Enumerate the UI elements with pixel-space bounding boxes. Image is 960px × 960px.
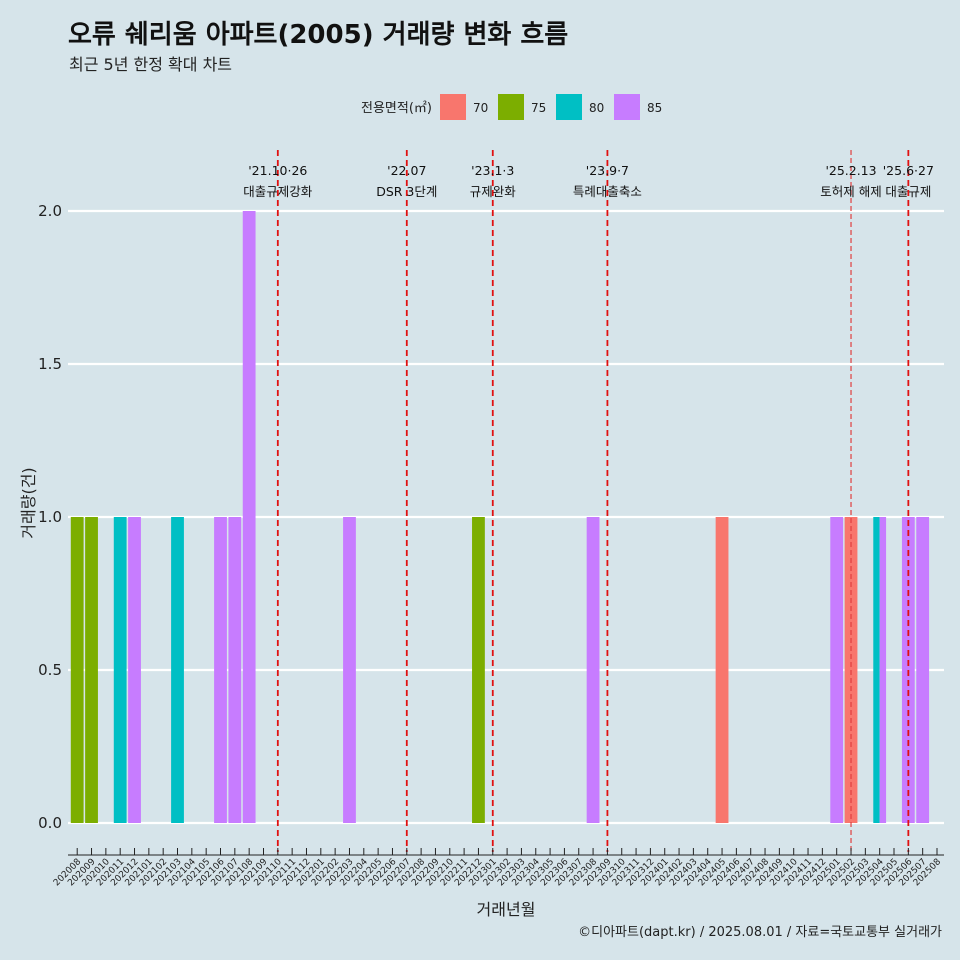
event-label: 대출규제강화 [243,184,313,199]
legend-swatch [614,94,640,120]
legend-label: 70 [473,101,488,115]
legend-label: 80 [589,101,604,115]
event-date: '25.2.13 [825,163,876,178]
event-date: '25.6·27 [883,163,934,178]
event-label: DSR 3단계 [376,184,437,199]
bar [472,517,485,823]
bar [830,517,844,823]
bar [70,517,84,823]
x-axis: 2020082020092020102020112020122021012021… [52,848,944,888]
event-label: 대출규제 [885,184,931,199]
event-lines: '21.10·26 대출규제강화 '22.07 DSR 3단계 '23.1·3 규제완화 '… [243,150,934,852]
legend-swatch [556,94,582,120]
bar [916,517,930,823]
event-date: '21.10·26 [248,163,307,178]
y-axis-title: 거래량(건) [19,467,38,538]
x-axis-title: 거래년월 [477,900,536,919]
event-label: 특례대출축소 [573,184,642,199]
caption: ©디아파트(dapt.kr) / 2025.08.01 / 자료=국토교통부 실… [578,925,942,940]
legend-label: 85 [647,101,662,115]
bar [113,517,127,823]
bar [228,517,242,823]
bar [214,517,227,823]
y-tick-label: 0.0 [38,814,62,832]
bar [873,517,880,823]
bar [586,517,600,823]
legend-swatch [440,94,466,120]
event-date: '22.07 [387,163,426,178]
legend-label: 75 [531,101,546,115]
y-tick-label: 1.5 [38,355,62,373]
chart-title: 오류 쉐리움 아파트(2005) 거래량 변화 흐름 [68,20,568,50]
bar [343,517,356,823]
bar [171,517,184,823]
event-date: '23.1·3 [471,163,514,178]
y-axis: 0.0 0.5 1.0 1.5 2.0 [38,202,62,832]
event-label: 규제완화 [470,184,517,199]
bar [715,517,729,823]
bar [879,517,887,823]
y-tick-label: 1.0 [38,508,62,526]
bars [70,211,930,823]
bar [85,517,98,823]
legend-title: 전용면적(㎡) [361,101,432,116]
y-tick-label: 2.0 [38,202,62,220]
bar [128,517,141,823]
legend: 전용면적(㎡) 70 75 80 85 [361,94,662,120]
chart-subtitle: 최근 5년 한정 확대 차트 [69,55,232,74]
event-label: 토허제 해제 [820,184,881,199]
bar [242,211,256,823]
event-date: '23.9·7 [586,163,629,178]
y-tick-label: 0.5 [38,661,62,679]
gridlines [68,209,944,825]
legend-swatch [498,94,524,120]
